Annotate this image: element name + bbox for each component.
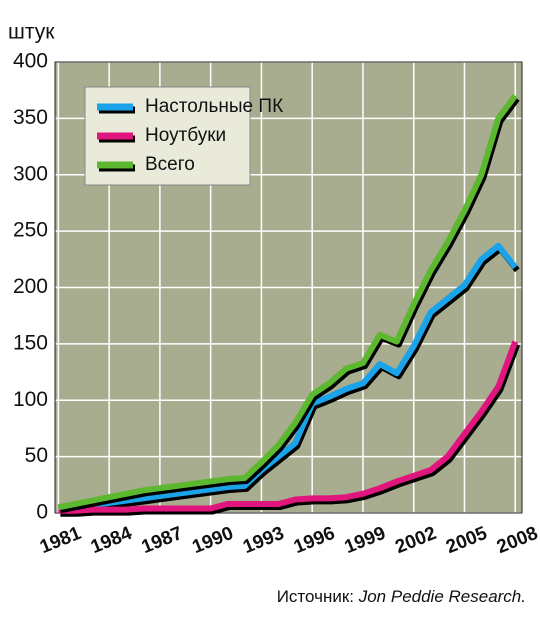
y-tick-label: 100 — [13, 388, 48, 411]
y-unit: штук — [8, 21, 55, 44]
source-label: Источник: — [277, 587, 354, 606]
line — [57, 94, 518, 511]
x-tick-label: 2008 — [494, 523, 540, 558]
x-tick-label: 1993 — [240, 523, 287, 558]
line-shadow — [60, 343, 521, 517]
y-tick-label: 400 — [13, 50, 48, 73]
legend-label: Настольные ПК — [145, 96, 283, 117]
x-tick-label: 1996 — [291, 523, 338, 558]
y-tick-label: 250 — [13, 219, 48, 242]
series — [57, 94, 520, 514]
y-tick-label: 300 — [13, 162, 48, 185]
x-tick-label: 1990 — [189, 523, 236, 558]
source: Источник: Jon Peddie Research. — [277, 587, 526, 606]
line — [57, 242, 518, 513]
plot-border — [54, 61, 523, 514]
legend-label: Ноутбуки — [145, 125, 226, 146]
legend-label: Всего — [145, 154, 195, 175]
line — [58, 340, 519, 514]
line-shadow — [59, 97, 520, 514]
x-tick-label: 2005 — [443, 523, 490, 558]
y-tick-label: 50 — [25, 444, 48, 467]
series — [57, 242, 520, 516]
x-tick-label: 1981 — [37, 523, 84, 558]
y-tick-label: 350 — [13, 106, 48, 129]
x-tick-label: 1999 — [342, 523, 389, 558]
y-tick-label: 0 — [36, 501, 48, 524]
x-tick-label: 1987 — [139, 523, 186, 558]
y-tick-label: 200 — [13, 275, 48, 298]
source-name: Jon Peddie Research. — [358, 587, 526, 606]
x-tick-label: 2002 — [392, 523, 439, 558]
x-tick-label: 1984 — [88, 523, 135, 558]
line-shadow — [59, 245, 520, 516]
y-tick-label: 150 — [13, 331, 48, 354]
series — [58, 340, 521, 517]
